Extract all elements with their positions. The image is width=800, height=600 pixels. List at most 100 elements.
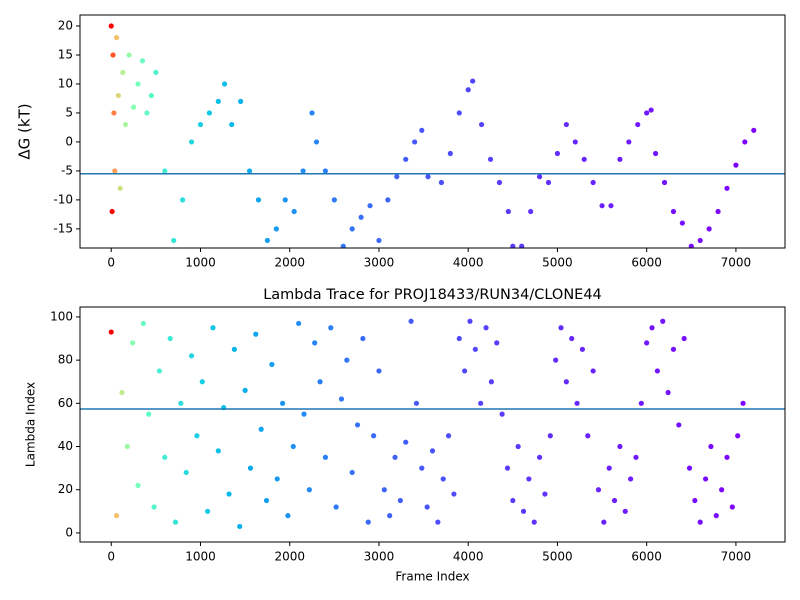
point: [419, 465, 425, 471]
x-tick-label: 4000: [453, 550, 484, 564]
point: [376, 237, 382, 244]
point: [126, 52, 132, 58]
point: [376, 368, 382, 374]
point: [290, 443, 296, 450]
point: [274, 476, 280, 482]
point: [494, 340, 500, 346]
point: [199, 379, 205, 385]
point: [340, 243, 346, 248]
point: [713, 513, 719, 519]
point: [554, 150, 561, 157]
point: [735, 433, 741, 439]
point: [162, 168, 168, 174]
point: [238, 98, 244, 104]
point: [279, 400, 286, 406]
point: [729, 504, 735, 510]
point: [139, 58, 146, 64]
point: [296, 320, 302, 327]
point: [661, 179, 668, 186]
y-tick-label: 60: [58, 396, 73, 410]
point: [151, 504, 157, 510]
point: [215, 448, 221, 454]
point: [440, 476, 446, 482]
point: [122, 121, 129, 128]
x-tick-label: 1000: [185, 550, 216, 564]
point: [255, 197, 262, 203]
point: [519, 243, 525, 248]
y-tick-label: 0: [65, 134, 73, 148]
point: [412, 139, 418, 145]
point: [381, 487, 387, 493]
point: [210, 325, 216, 331]
point: [697, 519, 703, 525]
point: [708, 443, 714, 450]
point: [221, 81, 228, 87]
point: [574, 400, 580, 406]
point: [130, 104, 137, 110]
y-tick-label: 15: [58, 47, 73, 61]
point: [273, 226, 279, 232]
point: [456, 335, 462, 342]
point: [188, 353, 195, 359]
point: [130, 340, 136, 346]
x-tick-label: 0: [107, 550, 115, 564]
point: [264, 237, 271, 244]
point: [638, 400, 644, 406]
point: [653, 150, 659, 157]
point: [135, 81, 141, 87]
point: [553, 357, 559, 363]
point: [617, 443, 623, 450]
point: [585, 433, 591, 439]
point: [215, 98, 221, 104]
point: [572, 139, 578, 145]
point: [354, 422, 361, 428]
point: [483, 325, 489, 331]
point: [719, 487, 725, 493]
point: [545, 179, 552, 186]
point: [472, 346, 478, 352]
point: [528, 208, 534, 215]
x-tick-label: 2000: [274, 550, 305, 564]
point: [180, 197, 186, 203]
point: [301, 411, 307, 417]
point: [419, 127, 425, 133]
x-tick-label: 6000: [631, 550, 662, 564]
point: [715, 208, 721, 215]
point: [403, 156, 409, 162]
point: [258, 426, 264, 432]
point: [285, 513, 291, 519]
point: [331, 197, 337, 203]
point: [113, 513, 120, 519]
point: [349, 469, 355, 476]
point: [403, 439, 409, 445]
y-tick-label: -10: [53, 192, 73, 206]
y-tick-label: 10: [58, 76, 73, 90]
plot-area: [80, 318, 785, 530]
point: [148, 92, 154, 99]
point: [536, 174, 543, 180]
point: [742, 139, 748, 145]
point: [394, 174, 400, 180]
point: [462, 368, 468, 374]
point: [365, 519, 371, 525]
x-tick-label: 3000: [364, 256, 395, 270]
point: [135, 482, 141, 489]
chart-title: Lambda Trace for PROJ18433/RUN34/CLONE44: [263, 287, 602, 303]
point: [171, 237, 177, 244]
point: [429, 448, 436, 454]
point: [487, 156, 494, 162]
point: [385, 197, 391, 203]
point: [263, 497, 270, 504]
point: [536, 454, 543, 460]
point: [617, 156, 623, 162]
x-tick-label: 3000: [364, 550, 395, 564]
x-axis-label: Frame Index: [395, 570, 469, 584]
point: [242, 387, 248, 393]
point: [526, 476, 532, 482]
y-tick-label: 80: [58, 353, 73, 367]
point: [392, 454, 398, 460]
point: [467, 318, 473, 324]
point: [579, 346, 586, 352]
y-tick-label: 20: [58, 19, 73, 33]
x-tick-label: 1000: [185, 256, 216, 270]
